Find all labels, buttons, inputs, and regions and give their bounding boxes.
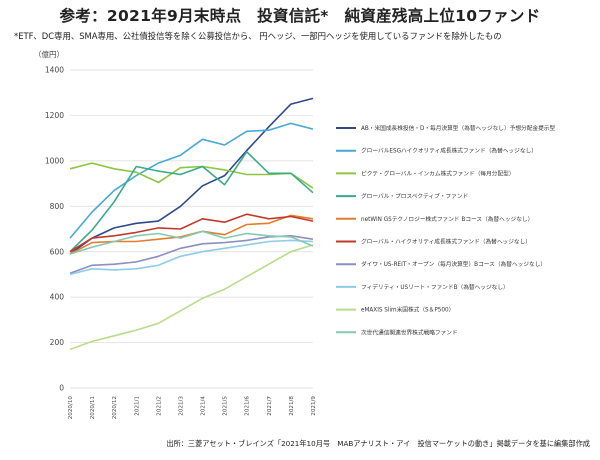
y-tick-label: 200 [50, 338, 65, 347]
x-tick-label: 2021/6 [245, 396, 251, 416]
x-tick-label: 2021/3 [178, 396, 184, 416]
x-tick-label: 2021/1 [134, 396, 140, 416]
x-tick-label: 2021/8 [289, 396, 295, 416]
chart-subtitle: *ETF、DC専用、SMA専用、公社債投信等を除く公募投信から、 円ヘッジ、一部… [14, 31, 502, 41]
legend-label-3: ピクテ・グローバル・インカム株式ファンド（毎月分配型） [361, 169, 515, 177]
legend-label-7: ダイワ・US-REIT・オープン（毎月決算型）Bコース（為替ヘッジなし） [361, 260, 546, 268]
x-tick-label: 2021/9 [311, 396, 317, 416]
y-tick-label: 1400 [45, 66, 64, 75]
series-line-4 [69, 151, 314, 253]
legend-label-4: グローバル・プロスペクティブ・ファンド [361, 192, 468, 200]
y-tick-label: 0 [59, 384, 64, 393]
x-tick-label: 2021/2 [156, 396, 162, 416]
legend: AB・米国成長株投信・D・毎月決算型（為替ヘッジなし）予想分配金提示型グローバル… [336, 124, 555, 336]
x-tick-label: 2020/12 [112, 396, 118, 419]
x-tick-label: 2020/10 [68, 396, 74, 420]
y-axis-unit-label: （億円） [34, 49, 64, 59]
x-axis: 2020/10 2020/11 2020/12 2021/1 2021/2 2021/3 2… [68, 396, 317, 420]
legend-label-1: AB・米国成長株投信・D・毎月決算型（為替ヘッジなし）予想分配金提示型 [361, 124, 555, 132]
series-line-3 [69, 162, 314, 189]
source-note: 出所：三菱アセット・ブレインズ「2021年10月号 MABアナリスト・アイ 投信… [166, 439, 590, 448]
series-lines [69, 97, 314, 351]
y-tick-label: 400 [50, 293, 65, 302]
series-line-9 [69, 244, 314, 351]
x-tick-label: 2021/7 [267, 396, 273, 416]
y-tick-label: 1000 [45, 156, 64, 165]
x-tick-label: 2020/11 [90, 396, 96, 420]
legend-label-5: netWIN GSテクノロジー株式ファンド Bコース（為替ヘッジなし） [361, 215, 533, 223]
series-line-1 [69, 97, 314, 255]
series-line-8 [69, 239, 314, 276]
y-tick-label: 1200 [45, 111, 64, 120]
series-line-10 [69, 230, 314, 255]
y-tick-label: 600 [50, 247, 65, 256]
legend-label-2: グローバルESGハイクオリティ成長株式ファンド（為替ヘッジなし） [361, 147, 537, 155]
series-line-6 [69, 213, 314, 253]
y-axis: 0 200 400 600 800 1000 1200 1400 [45, 66, 64, 393]
x-tick-label: 2021/5 [223, 396, 229, 416]
legend-label-9: eMAXIS Slim米国株式（S＆P500） [361, 306, 454, 314]
legend-label-6: グローバル・ハイクオリティ成長株式ファンド（為替ヘッジなし） [361, 238, 531, 246]
y-tick-label: 800 [50, 202, 65, 211]
legend-label-10: 次世代通信関連世界株式戦略ファンド [361, 328, 458, 336]
series-line-2 [69, 122, 314, 239]
chart-title: 参考：2021年9月末時点 投資信託* 純資産残高上位10ファンド [59, 7, 541, 25]
x-tick-label: 2021/4 [201, 396, 207, 416]
legend-label-8: フィデリティ・USリート・ファンドB（為替ヘッジなし） [361, 283, 509, 291]
